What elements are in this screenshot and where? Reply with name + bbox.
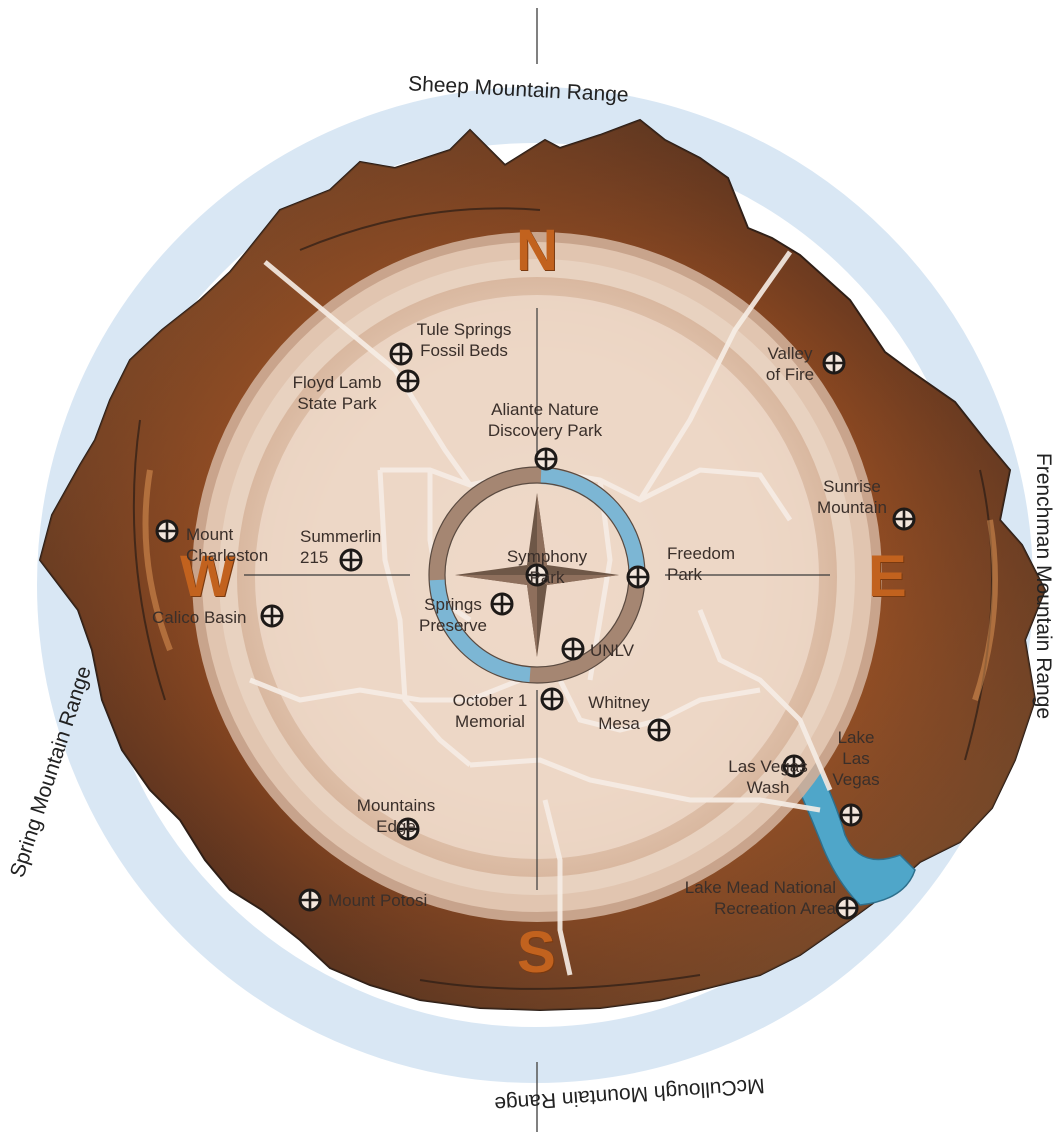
place-label-springs-preserve: Springs Preserve [418,595,488,635]
place-label-mount-potosi: Mount Potosi [328,891,428,910]
place-label-freedom-park: Freedom Park [667,544,736,584]
marker-mount-potosi-icon[interactable] [298,888,322,912]
place-label-lake-mead: Lake Mead National Recreation Area [684,878,836,918]
marker-valley-of-fire-icon[interactable] [822,351,846,375]
marker-october-1-icon[interactable] [540,687,564,711]
compass-rose-icon [455,493,619,657]
marker-calico-basin-icon[interactable] [260,604,284,628]
place-label-sunrise-mountain: Sunrise Mountain [817,477,887,517]
marker-floyd-lamb-icon[interactable] [396,369,420,393]
place-label-calico-basin: Calico Basin [152,608,247,627]
place-label-october-1-memorial: October 1 Memorial [452,691,528,731]
place-label-floyd-lamb: Floyd Lamb State Park [292,373,382,413]
cardinal-east: E [868,544,907,609]
place-label-mountains-edge: Mountains Edge [356,796,436,836]
place-label-whitney-mesa: Whitney Mesa [588,693,650,733]
place-label-las-vegas-wash: Las Vegas Wash [728,757,808,797]
marker-freedom-park-icon[interactable] [626,565,650,589]
marker-unlv-icon[interactable] [561,637,585,661]
marker-whitney-mesa-icon[interactable] [647,718,671,742]
place-label-symphony-park: Symphony Park [506,547,588,587]
place-label-valley-of-fire: Valley of Fire [765,344,815,384]
marker-lake-mead-icon[interactable] [835,896,859,920]
place-label-summerlin: Summerlin 215 [300,527,382,567]
marker-lake-las-vegas-icon[interactable] [839,803,863,827]
place-label-aliante: Aliante Nature Discovery Park [487,400,603,440]
cardinal-north: N [516,218,558,283]
cardinal-south: S [517,920,556,985]
place-label-lake-las-vegas: Lake Las Vegas [832,728,880,789]
place-label-tule-springs: Tule Springs Fossil Beds [416,320,512,360]
range-label-east: Frenchman Mountain Range [1032,452,1056,720]
place-label-unlv: UNLV [590,641,635,660]
cardinal-west: W [180,544,235,609]
guide-lines [244,308,830,890]
place-label-mount-charleston: Mount Charleston [186,525,269,565]
marker-aliante-icon[interactable] [534,447,558,471]
marker-mount-charleston-icon[interactable] [155,519,179,543]
